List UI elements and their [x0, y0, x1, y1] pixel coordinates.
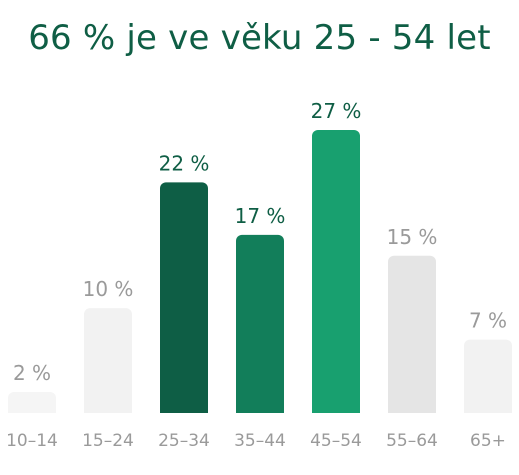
- value-label-25-34: 22 %: [159, 151, 210, 175]
- tick-label-10-14: 10–14: [6, 431, 58, 451]
- tick-label-65-plus: 65+: [470, 431, 506, 451]
- chart-title: 66 % je ve věku 25 - 54 let: [28, 18, 491, 58]
- tick-label-35-44: 35–44: [234, 431, 286, 451]
- bar-10-14: [8, 392, 56, 419]
- value-label-45-54: 27 %: [311, 99, 362, 123]
- value-label-65-plus: 7 %: [469, 309, 507, 333]
- value-label-10-14: 2 %: [13, 361, 51, 385]
- tick-label-45-54: 45–54: [310, 431, 362, 451]
- bar-55-64: [388, 255, 436, 419]
- bar-35-44: [236, 234, 284, 419]
- tick-label-55-64: 55–64: [386, 431, 438, 451]
- bar-65-plus: [464, 339, 512, 419]
- baseline-mask: [0, 413, 519, 421]
- bar-15-24: [84, 308, 132, 419]
- value-label-55-64: 15 %: [387, 225, 438, 249]
- bar-45-54: [312, 130, 360, 419]
- bar-25-34: [160, 182, 208, 419]
- value-label-15-24: 10 %: [83, 277, 134, 301]
- value-label-35-44: 17 %: [235, 204, 286, 228]
- tick-label-25-34: 25–34: [158, 431, 210, 451]
- tick-label-15-24: 15–24: [82, 431, 134, 451]
